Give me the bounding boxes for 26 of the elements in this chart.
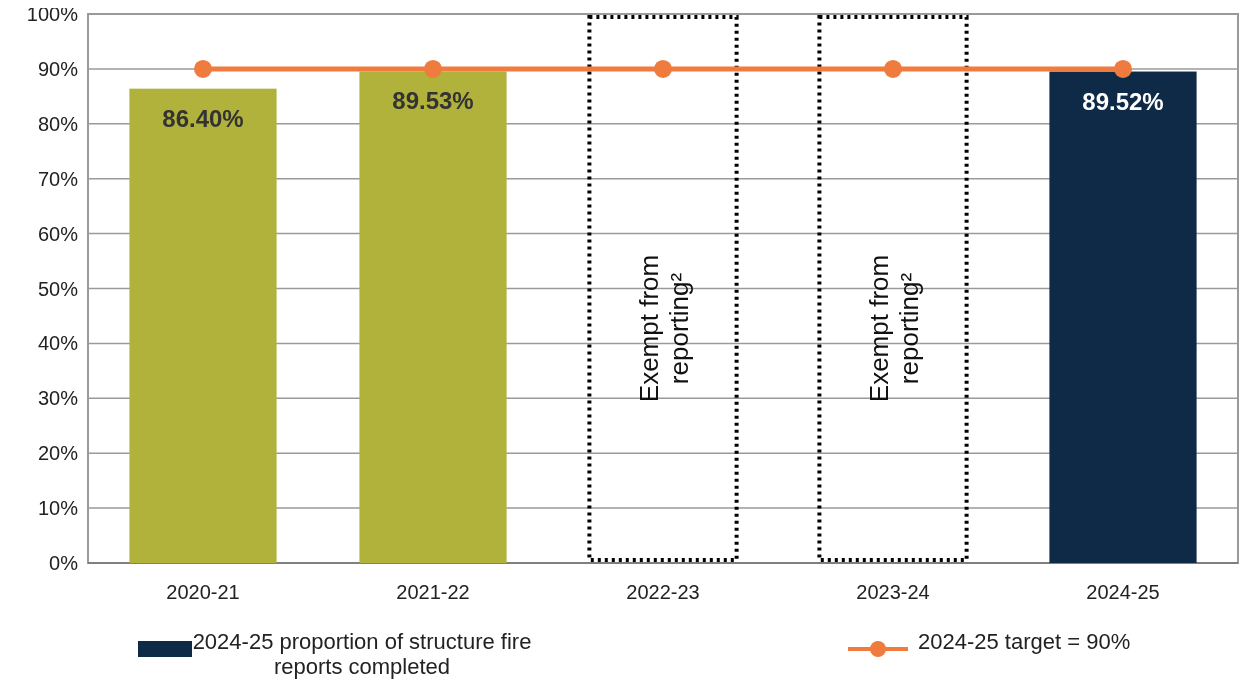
y-tick-label: 30% (37, 387, 79, 410)
y-tick-label: 100% (26, 3, 79, 25)
legend-label: 2024-25 target = 90% (918, 629, 1131, 654)
data-label: 89.52% (1082, 87, 1164, 115)
x-tick-label: 2020-21 (166, 581, 240, 603)
annotation: Exempt from reporting² (864, 254, 924, 403)
x-tick-label: 2021-22 (396, 581, 470, 603)
y-tick-label: 60% (37, 222, 79, 245)
x-tick-label: 2023-24 (856, 581, 930, 603)
legend-label: 2024-25 proportion of structure fire reports completed (192, 629, 532, 679)
bar (1049, 71, 1197, 563)
y-tick-label: 50% (37, 277, 79, 300)
bar (359, 71, 507, 563)
x-tick-label: 2022-23 (626, 581, 700, 603)
bar (129, 88, 277, 563)
data-label: 89.53% (392, 87, 474, 115)
y-tick-label: 70% (37, 167, 79, 190)
x-tick-label: 2024-25 (1086, 581, 1160, 603)
y-tick-label: 90% (37, 57, 79, 80)
y-tick-label: 40% (37, 332, 79, 355)
y-tick-label: 10% (37, 497, 79, 520)
y-tick-label: 20% (37, 442, 79, 465)
y-tick-label: 0% (49, 552, 79, 574)
y-tick-label: 80% (37, 112, 79, 135)
data-label: 86.40% (162, 104, 244, 132)
annotation: Exempt from reporting² (634, 254, 694, 403)
